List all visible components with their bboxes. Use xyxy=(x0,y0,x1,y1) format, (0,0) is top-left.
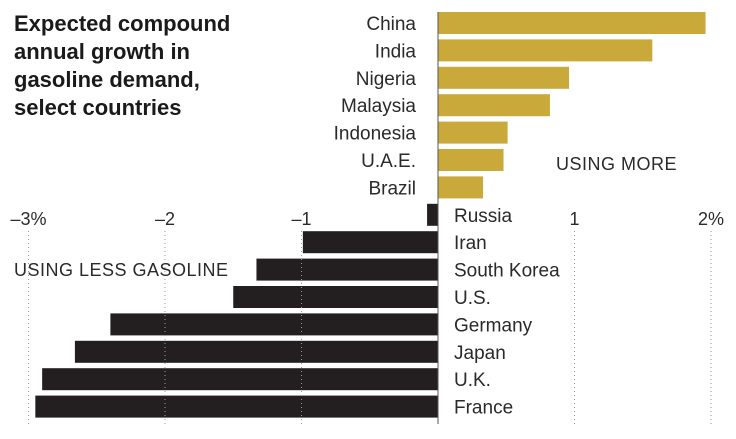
tick-label: –3% xyxy=(10,209,46,229)
chart-title-line: gasoline demand, xyxy=(14,67,200,92)
category-label: Iran xyxy=(454,233,487,254)
category-label: China xyxy=(366,14,416,35)
bar xyxy=(35,395,438,418)
tick-label: 2% xyxy=(698,209,724,229)
tick-label: 1 xyxy=(569,209,579,229)
bar xyxy=(438,94,550,117)
chart-title-line: Expected compound xyxy=(14,11,231,36)
category-label: U.A.E. xyxy=(361,151,416,172)
category-label: South Korea xyxy=(454,261,560,282)
bar xyxy=(427,203,438,226)
annotation-using-less: USING LESS GASOLINE xyxy=(14,260,229,280)
bar xyxy=(438,39,653,62)
bar xyxy=(438,12,706,34)
bar xyxy=(302,231,438,254)
chart-title-line: select countries xyxy=(14,95,182,120)
bar xyxy=(438,149,504,171)
category-label: France xyxy=(454,398,513,419)
tick-label: –1 xyxy=(291,209,311,229)
bar xyxy=(233,286,438,308)
category-label: India xyxy=(375,41,417,62)
tick-label: –2 xyxy=(155,209,175,229)
bar xyxy=(438,121,508,144)
bar xyxy=(438,66,570,89)
chart-title: Expected compound annual growth in gasol… xyxy=(14,10,274,122)
bar xyxy=(110,313,439,336)
category-label: Indonesia xyxy=(334,124,417,145)
bar xyxy=(42,368,439,391)
chart-title-line: annual growth in xyxy=(14,39,190,64)
bar xyxy=(74,340,438,363)
bar xyxy=(256,258,438,281)
category-label: U.S. xyxy=(454,288,491,309)
category-label: Russia xyxy=(454,206,513,227)
annotation-using-more: USING MORE xyxy=(556,154,677,174)
category-label: Japan xyxy=(454,343,506,364)
category-label: Nigeria xyxy=(356,69,417,90)
category-label: Malaysia xyxy=(341,96,416,117)
category-label: Brazil xyxy=(368,178,416,199)
category-label: Germany xyxy=(454,315,533,336)
category-label: U.K. xyxy=(454,370,491,391)
bar xyxy=(438,176,484,199)
